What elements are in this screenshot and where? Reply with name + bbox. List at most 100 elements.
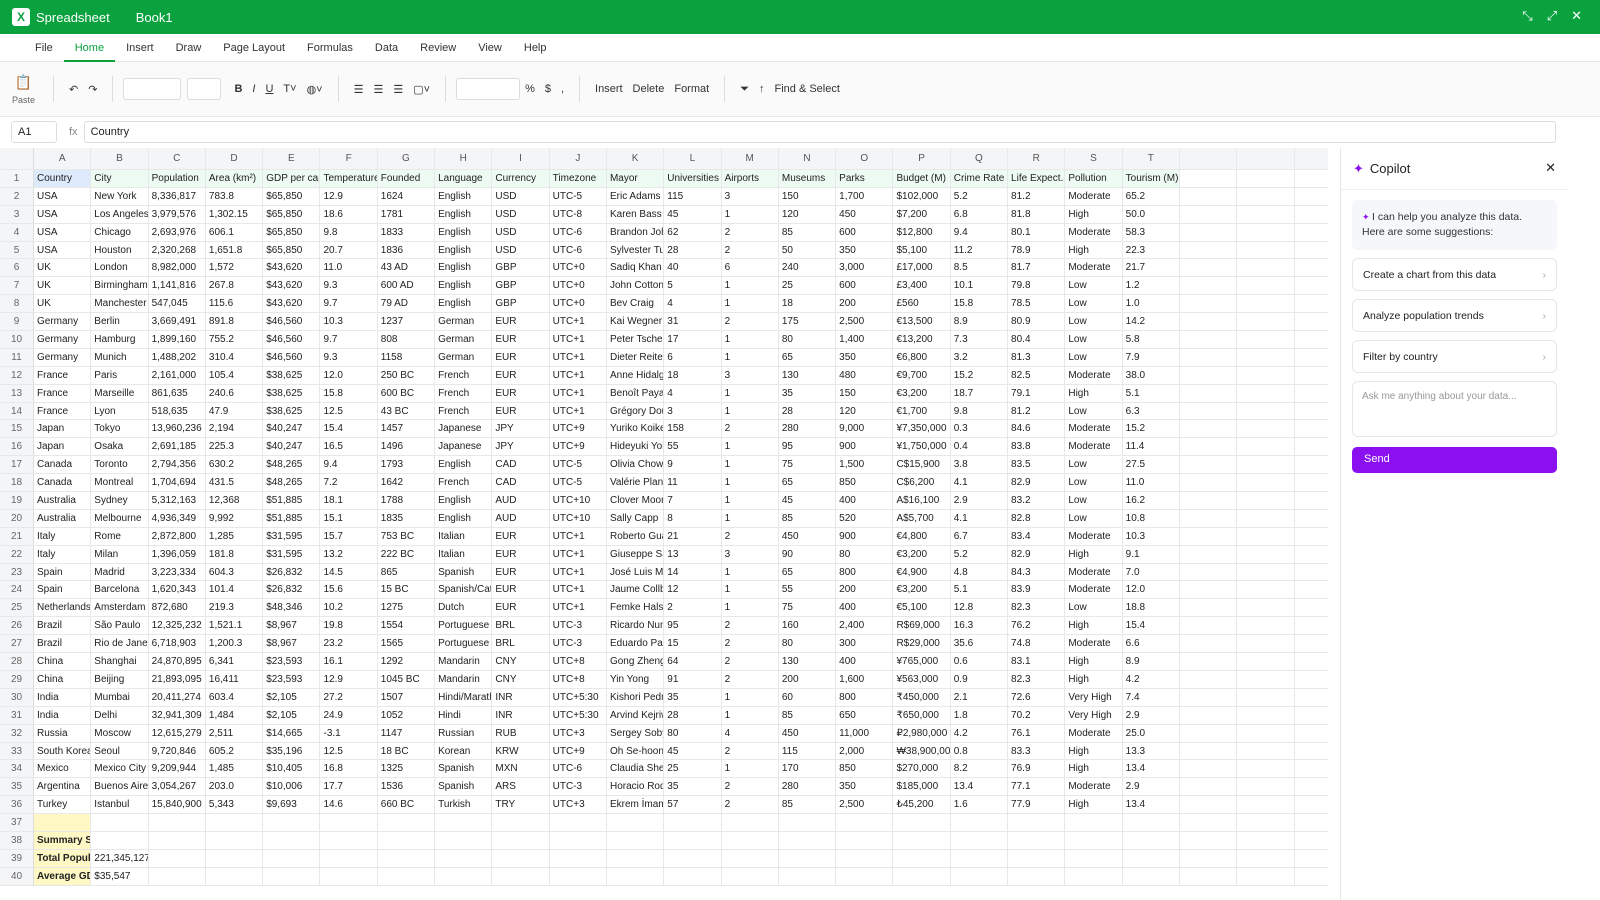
cell[interactable]: Mayor bbox=[606, 170, 665, 188]
cell[interactable] bbox=[778, 849, 837, 868]
cell[interactable]: 78.9 bbox=[1008, 241, 1066, 260]
cell[interactable] bbox=[1294, 546, 1328, 564]
cell[interactable]: 9 bbox=[664, 456, 722, 475]
insert-button[interactable]: Insert bbox=[595, 83, 623, 95]
cell[interactable]: São Paulo bbox=[91, 617, 149, 636]
cell[interactable]: 2.9 bbox=[1122, 778, 1180, 797]
cell[interactable]: 1,200.3 bbox=[205, 635, 264, 654]
cell[interactable]: 1,521.1 bbox=[205, 617, 264, 636]
cell[interactable] bbox=[1294, 331, 1328, 349]
cell[interactable]: Japanese bbox=[435, 438, 493, 457]
cell[interactable]: Low bbox=[1065, 474, 1123, 493]
cell[interactable]: 1 bbox=[721, 331, 779, 349]
cell[interactable]: 431.5 bbox=[205, 474, 264, 493]
cell[interactable]: 20,411,274 bbox=[148, 688, 206, 707]
send-button[interactable]: Send bbox=[1352, 447, 1557, 473]
cell[interactable] bbox=[1294, 617, 1328, 636]
cell[interactable] bbox=[1237, 277, 1295, 296]
cell[interactable]: Yuriko Koike bbox=[606, 420, 665, 439]
cell[interactable]: Japanese bbox=[435, 420, 493, 439]
cell[interactable]: Germany bbox=[34, 331, 92, 349]
cell[interactable]: Mexico City bbox=[91, 760, 149, 779]
cell[interactable] bbox=[1179, 653, 1238, 671]
cell[interactable] bbox=[1237, 295, 1295, 314]
cell[interactable]: 83.5 bbox=[1008, 456, 1066, 475]
cell[interactable] bbox=[1122, 867, 1180, 886]
cell[interactable]: Pollution bbox=[1065, 170, 1123, 188]
cell[interactable] bbox=[1294, 510, 1328, 528]
cell[interactable] bbox=[1294, 868, 1328, 886]
cell[interactable]: 1052 bbox=[377, 706, 436, 725]
cell[interactable] bbox=[205, 814, 264, 832]
cell[interactable]: $65,850 bbox=[263, 205, 321, 224]
cell[interactable] bbox=[1294, 349, 1328, 367]
minimize-icon[interactable]: ⤡ bbox=[1522, 8, 1533, 23]
cell[interactable]: 19.8 bbox=[320, 617, 378, 636]
cell[interactable]: Moderate bbox=[1065, 366, 1123, 385]
cell[interactable]: 82.9 bbox=[1008, 545, 1066, 564]
cell[interactable] bbox=[1294, 743, 1328, 761]
cell[interactable]: 1624 bbox=[377, 187, 436, 206]
cell[interactable]: ₹650,000 bbox=[893, 706, 951, 725]
cell[interactable] bbox=[34, 814, 92, 832]
cell[interactable]: $23,593 bbox=[263, 670, 321, 689]
cell[interactable] bbox=[1179, 509, 1238, 528]
cell[interactable] bbox=[549, 831, 607, 850]
cell[interactable]: 75 bbox=[778, 456, 837, 475]
cell[interactable]: 50.0 bbox=[1122, 205, 1180, 224]
cell[interactable] bbox=[1294, 224, 1328, 242]
cell[interactable]: Italy bbox=[34, 545, 92, 564]
cell[interactable] bbox=[1294, 850, 1328, 868]
cell[interactable]: UTC-5 bbox=[549, 187, 607, 206]
cell[interactable]: 8.9 bbox=[1122, 653, 1180, 671]
cell[interactable]: High bbox=[1065, 545, 1123, 564]
row-header[interactable]: 15 bbox=[0, 420, 34, 439]
cell[interactable]: 65 bbox=[778, 348, 837, 367]
cell[interactable]: 18.6 bbox=[320, 205, 378, 224]
cell[interactable]: Founded bbox=[377, 170, 436, 188]
row-header[interactable]: 13 bbox=[0, 384, 34, 403]
cell[interactable]: UTC+8 bbox=[549, 670, 607, 689]
cell[interactable]: 4.1 bbox=[950, 474, 1009, 493]
cell[interactable]: 11.0 bbox=[320, 259, 378, 278]
row-header[interactable]: 25 bbox=[0, 599, 34, 618]
cell[interactable]: 1,396,059 bbox=[148, 545, 206, 564]
cell[interactable]: France bbox=[34, 402, 92, 421]
cell[interactable]: 1,400 bbox=[836, 331, 894, 349]
cell[interactable]: Dieter Reiter bbox=[606, 348, 665, 367]
align-center-icon[interactable]: ☰ bbox=[373, 83, 384, 96]
cell[interactable]: France bbox=[34, 366, 92, 385]
cell[interactable]: High bbox=[1065, 205, 1123, 224]
cell[interactable]: 2 bbox=[721, 635, 779, 654]
cell[interactable]: 1,484 bbox=[205, 706, 264, 725]
cell[interactable]: 865 bbox=[377, 563, 436, 582]
cell[interactable]: High bbox=[1065, 760, 1123, 779]
cell[interactable]: USD bbox=[492, 187, 550, 206]
cell[interactable]: 0.4 bbox=[950, 438, 1009, 457]
cell[interactable]: 200 bbox=[836, 581, 894, 600]
cell[interactable] bbox=[1294, 671, 1328, 689]
cell[interactable] bbox=[1294, 778, 1328, 797]
row-header[interactable]: 7 bbox=[0, 277, 34, 296]
cell[interactable]: 606.1 bbox=[205, 223, 264, 242]
cell[interactable]: 84.3 bbox=[1008, 563, 1066, 582]
cell[interactable]: 400 bbox=[836, 599, 894, 618]
column-header[interactable]: A bbox=[34, 148, 92, 170]
format-button[interactable]: Format bbox=[674, 83, 710, 95]
cell[interactable]: 2,872,800 bbox=[148, 527, 206, 546]
cell[interactable] bbox=[1294, 420, 1328, 439]
cell[interactable]: 8,336,817 bbox=[148, 187, 206, 206]
cell[interactable]: $102,000 bbox=[893, 187, 951, 206]
cell[interactable]: 1 bbox=[721, 474, 779, 493]
cell[interactable] bbox=[435, 867, 493, 886]
cell[interactable] bbox=[778, 867, 837, 886]
cell[interactable]: $14,665 bbox=[263, 724, 321, 743]
cell[interactable] bbox=[778, 831, 837, 850]
cell[interactable] bbox=[435, 849, 493, 868]
cell[interactable]: 1 bbox=[721, 599, 779, 618]
cell[interactable]: 2 bbox=[721, 527, 779, 546]
cell[interactable] bbox=[606, 867, 665, 886]
cell[interactable]: 18.1 bbox=[320, 492, 378, 510]
cell[interactable]: 9.3 bbox=[320, 277, 378, 296]
cell[interactable] bbox=[1179, 527, 1238, 546]
